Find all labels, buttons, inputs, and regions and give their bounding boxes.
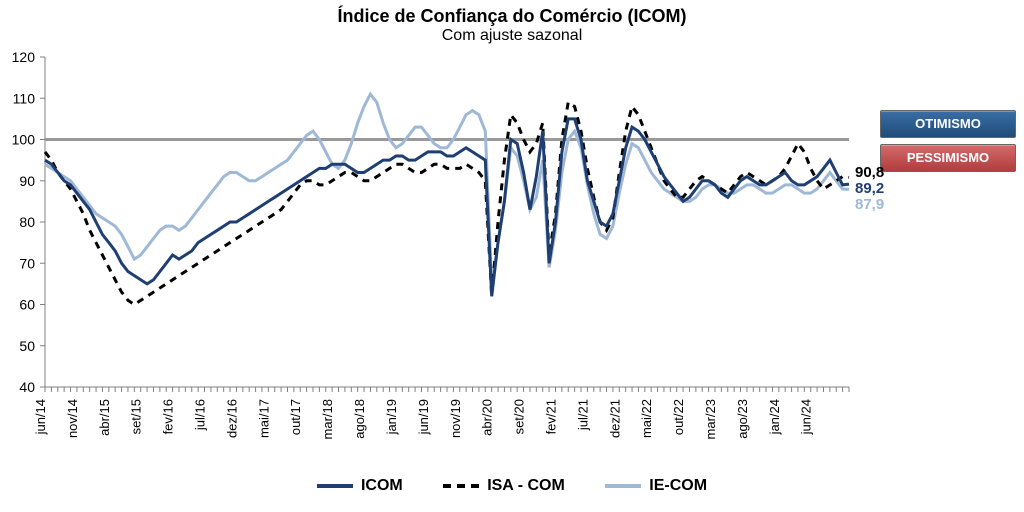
svg-text:50: 50 [19, 338, 35, 354]
svg-text:dez/21: dez/21 [607, 399, 622, 438]
svg-text:nov/14: nov/14 [65, 399, 80, 438]
svg-text:set/20: set/20 [512, 399, 527, 434]
svg-text:jan/19: jan/19 [384, 399, 399, 435]
svg-text:abr/20: abr/20 [480, 399, 495, 436]
svg-text:ago/23: ago/23 [735, 399, 750, 439]
svg-text:mar/23: mar/23 [703, 399, 718, 439]
svg-text:60: 60 [19, 297, 35, 313]
svg-text:jan/24: jan/24 [767, 399, 782, 435]
svg-text:ago/18: ago/18 [352, 399, 367, 439]
badge-pessimismo: PESSIMISMO [880, 144, 1016, 172]
svg-text:nov/19: nov/19 [448, 399, 463, 438]
legend-swatch-icom [317, 484, 353, 488]
svg-text:100: 100 [12, 132, 36, 148]
svg-text:90: 90 [19, 173, 35, 189]
badge-otimismo: OTIMISMO [880, 110, 1016, 138]
svg-text:abr/15: abr/15 [97, 399, 112, 436]
legend-isa: ISA - COM [443, 477, 565, 495]
svg-text:mai/17: mai/17 [256, 399, 271, 438]
svg-text:mai/22: mai/22 [639, 399, 654, 438]
svg-text:jul/21: jul/21 [575, 399, 590, 431]
svg-text:fev/16: fev/16 [161, 399, 176, 434]
svg-text:jun/14: jun/14 [33, 399, 48, 435]
legend-icom: ICOM [317, 477, 403, 495]
chart-svg: 40 50 60 70 80 90 100 110 120 jun/14 nov/14 abr/15 s… [0, 47, 1024, 477]
legend-swatch-ie [605, 484, 641, 488]
svg-text:out/22: out/22 [671, 399, 686, 435]
legend-swatch-isa [443, 484, 479, 488]
svg-text:out/17: out/17 [288, 399, 303, 435]
svg-text:jun/19: jun/19 [416, 399, 431, 435]
svg-text:fev/21: fev/21 [543, 399, 558, 434]
legend-ie: IE-COM [605, 477, 707, 495]
chart-area: 40 50 60 70 80 90 100 110 120 jun/14 nov/14 abr/15 s… [0, 47, 1024, 477]
legend: ICOM ISA - COM IE-COM [0, 475, 1024, 495]
svg-text:mar/18: mar/18 [320, 399, 335, 439]
svg-text:70: 70 [19, 255, 35, 271]
svg-text:40: 40 [19, 379, 35, 395]
svg-text:80: 80 [19, 214, 35, 230]
svg-text:set/15: set/15 [129, 399, 144, 434]
svg-text:120: 120 [12, 49, 36, 65]
chart-title: Índice de Confiança do Comércio (ICOM) [0, 6, 1024, 27]
svg-text:dez/16: dez/16 [224, 399, 239, 438]
svg-text:jun/24: jun/24 [799, 399, 814, 435]
svg-text:jul/16: jul/16 [193, 399, 208, 431]
chart-subtitle: Com ajuste sazonal [0, 27, 1024, 45]
svg-text:110: 110 [13, 90, 36, 106]
end-value-labels: 90,8 89,2 87,9 [855, 165, 884, 213]
